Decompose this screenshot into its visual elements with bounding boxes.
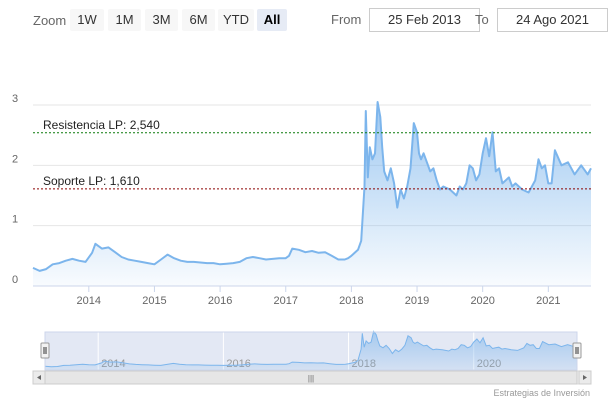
scroll-right-arrow-icon: [583, 375, 587, 380]
scrollbar-grip-icon: |||: [308, 374, 314, 383]
navigator-right-handle[interactable]: [572, 342, 582, 359]
chart-credits: Estrategias de Inversión: [493, 388, 590, 398]
x-tick-label: 2020: [470, 295, 494, 307]
range-button-all[interactable]: All: [257, 9, 287, 31]
range-button-ytd[interactable]: YTD: [218, 9, 254, 31]
to-label: To: [475, 12, 489, 27]
y-tick-label: 0: [12, 274, 18, 286]
x-tick-label: 2016: [208, 295, 232, 307]
x-tick-label: 2017: [273, 295, 297, 307]
navigator-series-line: [44, 330, 578, 368]
navigator-left-handle[interactable]: [40, 342, 50, 359]
x-tick-label: 2015: [142, 295, 166, 307]
from-date-input[interactable]: 25 Feb 2013: [369, 8, 480, 32]
scrollbar-right-button[interactable]: [578, 370, 592, 385]
y-tick-label: 3: [12, 93, 18, 105]
x-tick-label: 2018: [339, 295, 363, 307]
navigator-label: 2018: [352, 358, 376, 370]
y-tick-label: 2: [12, 153, 18, 165]
x-tick-label: 2019: [405, 295, 429, 307]
scrollbar-thumb[interactable]: [44, 370, 578, 385]
to-date-input[interactable]: 24 Ago 2021: [497, 8, 608, 32]
range-button-1w[interactable]: 1W: [70, 9, 104, 31]
range-button-6m[interactable]: 6M: [182, 9, 215, 31]
from-label: From: [331, 12, 362, 27]
navigator-selected-range[interactable]: [45, 332, 577, 370]
navigator-label: 2016: [226, 358, 250, 370]
x-tick-label: 2021: [536, 295, 560, 307]
range-button-3m[interactable]: 3M: [145, 9, 178, 31]
series-line: [32, 101, 592, 272]
resistance-line-label: Resistencia LP: 2,540: [43, 118, 160, 132]
navigator-outline: [44, 331, 578, 371]
series-area: [33, 102, 591, 286]
scrollbar-left-button[interactable]: [32, 370, 46, 385]
y-tick-label: 1: [12, 214, 18, 226]
support-line-label: Soporte LP: 1,610: [43, 174, 140, 188]
zoom-label: Zoom: [33, 13, 67, 28]
navigator-label: 2014: [101, 358, 125, 370]
scroll-left-arrow-icon: [37, 375, 41, 380]
x-tick-label: 2014: [77, 295, 101, 307]
scrollbar-track[interactable]: [32, 370, 592, 385]
navigator-label: 2020: [477, 358, 501, 370]
navigator-series-area: [45, 331, 577, 370]
range-button-1m[interactable]: 1M: [108, 9, 141, 31]
